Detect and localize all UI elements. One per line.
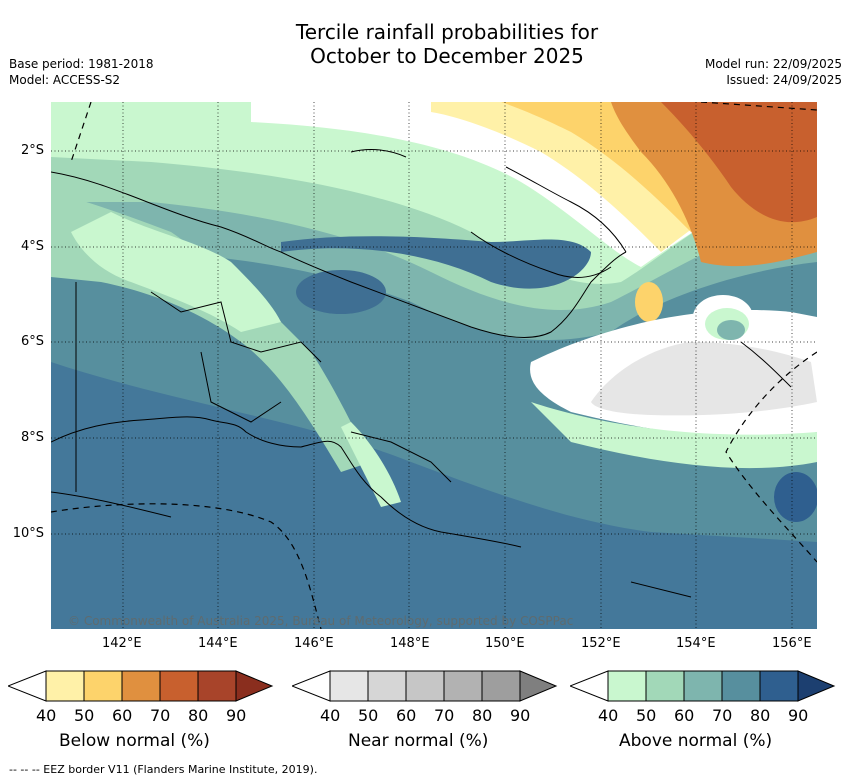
tick-above-80: 80 [750, 706, 771, 725]
swatch-near-60 [405, 670, 445, 702]
fill-above-40-west [71, 212, 281, 332]
probability-map[interactable] [51, 102, 817, 629]
eez-east [725, 351, 817, 563]
swatch-below-50 [83, 670, 123, 702]
legend-below-normal [8, 670, 274, 702]
tick-near-80: 80 [472, 706, 493, 725]
fill-near-40 [591, 342, 817, 416]
eez-borders [51, 102, 817, 629]
coastlines [51, 149, 792, 598]
map-title: Tercile rainfall probabilities for Octob… [0, 20, 850, 68]
new-britain-coast [470, 231, 612, 278]
legend-title-near: Near normal (%) [348, 731, 489, 751]
copyright-notice: © Commonwealth of Australia 2025, Bureau… [68, 614, 574, 628]
colorbar-below [8, 670, 274, 702]
lon-label-146e: 146°E [294, 636, 334, 651]
tick-above-90: 90 [788, 706, 809, 725]
tick-above-60: 60 [674, 706, 695, 725]
tick-above-70: 70 [712, 706, 733, 725]
tick-above-40: 40 [598, 706, 619, 725]
tick-below-90: 90 [226, 706, 247, 725]
louisiade-coast [630, 581, 692, 598]
lon-label-152e: 152°E [581, 636, 621, 651]
png-north-coast [51, 171, 627, 338]
colorbar-above [570, 670, 836, 702]
fill-below-70 [661, 102, 817, 223]
swatch-near-90 [519, 670, 558, 702]
swatch-below-40 [45, 670, 85, 702]
bougainville-coast [740, 341, 792, 388]
province-borders-2 [200, 351, 282, 423]
legend-near-normal [292, 670, 558, 702]
legend-title-below: Below normal (%) [59, 731, 210, 751]
meta-left: Base period: 1981-2018 Model: ACCESS-S2 [9, 56, 154, 88]
model-run: Model run: 22/09/2025 [704, 57, 842, 71]
lon-label-148e: 148°E [390, 636, 430, 651]
swatch-below-70 [159, 670, 199, 702]
model-name: Model: ACCESS-S2 [9, 73, 121, 87]
swatch-below-80 [197, 670, 237, 702]
swatch-below-60 [121, 670, 161, 702]
lon-label-144e: 144°E [198, 636, 238, 651]
fill-above-80-central [281, 236, 591, 289]
tick-near-60: 60 [396, 706, 417, 725]
title-line-1: Tercile rainfall probabilities for [295, 20, 599, 44]
tick-near-40: 40 [320, 706, 341, 725]
lon-label-154e: 154°E [676, 636, 716, 651]
lat-label-10s: 10°S [12, 526, 44, 541]
lat-label-2s: 2°S [20, 143, 44, 158]
province-borders-3 [350, 431, 452, 483]
title-line-2: October to December 2025 [310, 44, 584, 68]
lat-label-8s: 8°S [20, 430, 44, 445]
eez-north-east [700, 102, 817, 111]
swatch-near-80 [481, 670, 521, 702]
swatch-above-60 [683, 670, 723, 702]
tick-near-90: 90 [510, 706, 531, 725]
fill-teal-blob [717, 320, 745, 340]
tick-below-40: 40 [36, 706, 57, 725]
swatch-above-80 [759, 670, 799, 702]
lat-label-6s: 6°S [20, 334, 44, 349]
base-period: Base period: 1981-2018 [9, 57, 154, 71]
swatch-above-50 [645, 670, 685, 702]
torres-coast [51, 491, 172, 518]
fill-above-90-east [774, 472, 817, 522]
fill-below-50-blob [635, 282, 663, 322]
tick-below-80: 80 [188, 706, 209, 725]
swatch-above-90 [797, 670, 836, 702]
issued-date: Issued: 24/09/2025 [726, 73, 842, 87]
lon-label-142e: 142°E [102, 636, 142, 651]
colorbar-near [292, 670, 558, 702]
swatch-near-70 [443, 670, 483, 702]
meta-right: Model run: 22/09/2025 Issued: 24/09/2025 [705, 56, 842, 88]
tick-above-50: 50 [636, 706, 657, 725]
lat-label-4s: 4°S [20, 239, 44, 254]
eez-footnote: -- -- -- EEZ border V11 (Flanders Marine… [9, 763, 318, 776]
png-south-coast [51, 416, 522, 548]
province-borders [150, 291, 322, 363]
tick-near-70: 70 [434, 706, 455, 725]
swatch-below-90 [235, 670, 274, 702]
fill-above-40-peninsula [341, 422, 401, 507]
gridlines [51, 102, 817, 629]
swatch-above-40 [607, 670, 647, 702]
new-ireland-coast [505, 166, 627, 253]
legend-title-above: Above normal (%) [619, 731, 773, 751]
swatch-above-70 [721, 670, 761, 702]
map-canvas [51, 102, 817, 629]
lon-label-150e: 150°E [485, 636, 525, 651]
eez-south-west [51, 503, 322, 629]
tick-below-60: 60 [112, 706, 133, 725]
swatch-near-40 [329, 670, 369, 702]
legend-above-normal [570, 670, 836, 702]
fill-above-40-se [531, 402, 817, 469]
tick-below-70: 70 [150, 706, 171, 725]
lon-label-156e: 156°E [772, 636, 812, 651]
fill-above-80-blob [296, 270, 386, 314]
tick-near-50: 50 [358, 706, 379, 725]
tick-below-50: 50 [74, 706, 95, 725]
swatch-near-50 [367, 670, 407, 702]
